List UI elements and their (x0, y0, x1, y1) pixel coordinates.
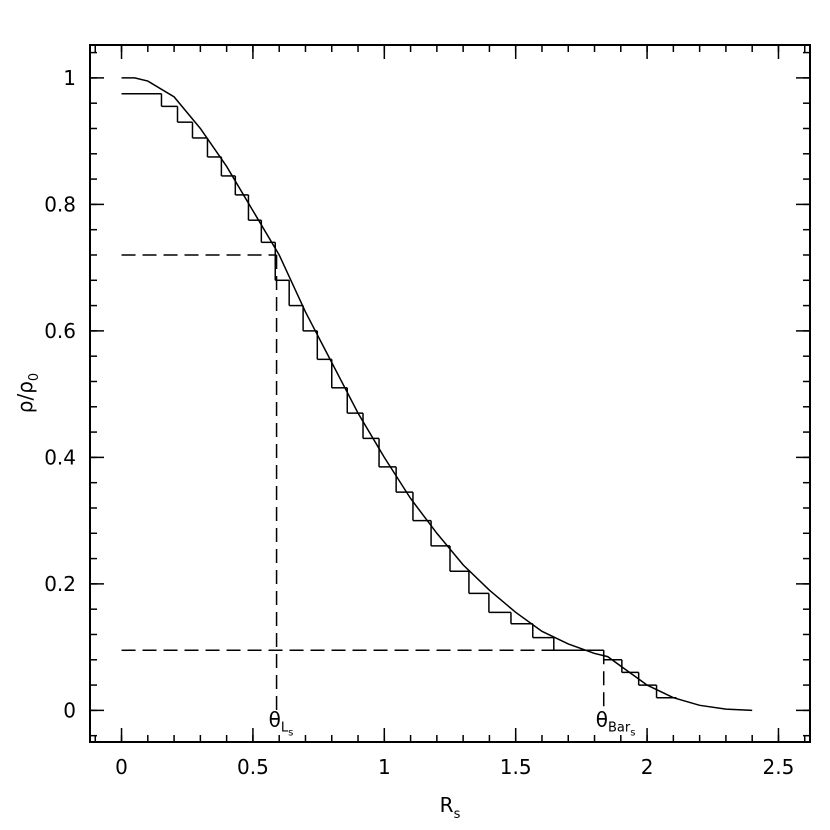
annotation-symbol: θ (269, 707, 281, 731)
x-axis-label: Rs (440, 793, 461, 822)
plot-frame (89, 44, 811, 743)
y-tick-label: 1 (63, 66, 76, 90)
x-tick-label: 1.5 (500, 755, 532, 779)
x-tick-label: 0.5 (237, 755, 269, 779)
annotation-subsub: s (288, 727, 293, 738)
annotation-label: θLs (269, 707, 294, 738)
x-tick-label: 1 (378, 755, 391, 779)
x-tick-label: 2.5 (763, 755, 795, 779)
annotation-subsub: s (630, 727, 635, 738)
y-tick-label: 0.2 (44, 572, 76, 596)
y-tick-label: 0 (63, 698, 76, 722)
annotation-sub: Bar (608, 720, 631, 735)
x-tick-label: 0 (115, 755, 128, 779)
annotation-label: θBars (596, 707, 636, 738)
y-axis-label: ρ/ρ0 (13, 373, 42, 413)
annotation-sub: L (281, 720, 289, 735)
y-tick-label: 0.8 (44, 192, 76, 216)
y-tick-label: 0.6 (44, 319, 76, 343)
annotation-symbol: θ (596, 707, 608, 731)
density-curve (121, 77, 753, 712)
x-tick-label: 2 (641, 755, 654, 779)
y-tick-label: 0.4 (44, 445, 76, 469)
